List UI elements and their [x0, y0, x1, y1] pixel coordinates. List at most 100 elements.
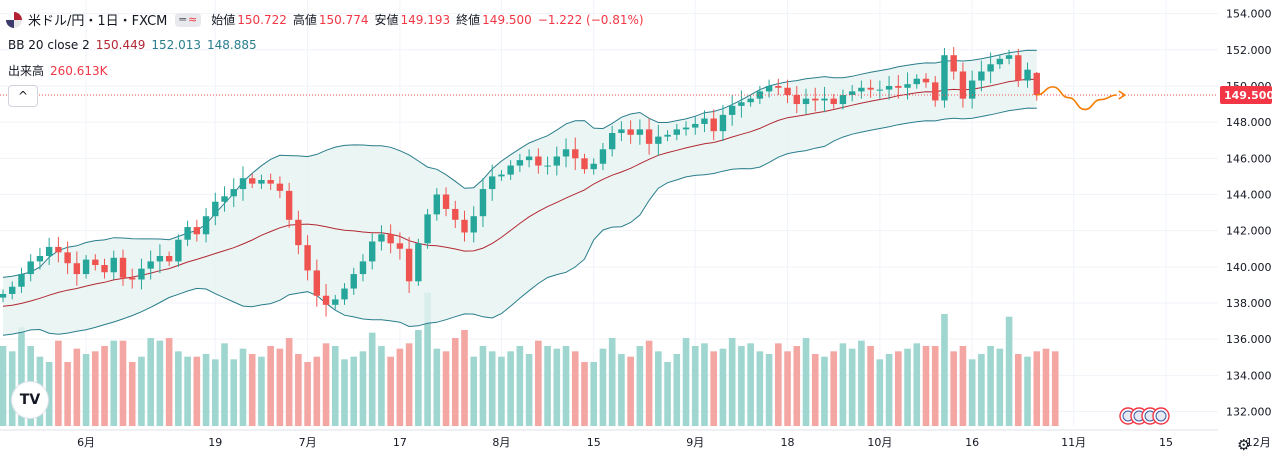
candle-body [590, 163, 597, 170]
candle-body [304, 245, 311, 271]
volume-bar [387, 356, 394, 426]
volume-row[interactable]: 出来高 260.613K [8, 62, 108, 79]
volume-bar [571, 351, 579, 426]
volume-bar [765, 354, 773, 426]
candle [507, 160, 514, 181]
tradingview-logo[interactable]: TV [12, 382, 48, 418]
close-label: 終値 [456, 13, 481, 27]
volume-bar [396, 348, 404, 426]
candle [138, 258, 145, 290]
bb-lower-line [2, 107, 1037, 336]
candle-body [701, 118, 708, 124]
candle-body [636, 129, 644, 135]
candle-body [350, 274, 357, 289]
candle [784, 79, 791, 104]
candle [673, 123, 680, 141]
collapse-legend-button[interactable]: ^ [8, 85, 38, 107]
candle-body [525, 156, 533, 161]
candle [396, 232, 404, 260]
volume-bar [922, 346, 930, 426]
x-tick-label: 11月 [1061, 436, 1086, 449]
price-axis[interactable]: 154.000152.000150.000148.000146.000144.0… [1218, 0, 1274, 454]
candle-body [369, 241, 376, 262]
x-tick-label: 6月 [77, 436, 95, 449]
x-tick-label: 17 [393, 436, 407, 449]
volume-bar [553, 348, 561, 426]
volume-bar [525, 354, 533, 426]
candle-body [747, 98, 754, 103]
candle-body [848, 91, 856, 96]
volume-bar [8, 351, 16, 426]
candle [941, 47, 948, 108]
volume-bar [719, 348, 727, 426]
volume-bar [802, 338, 810, 426]
y-tick-label: 134.000 [1226, 369, 1272, 382]
gear-icon[interactable]: ⚙ [1237, 436, 1251, 454]
candle-body [627, 129, 634, 135]
candle [913, 74, 920, 89]
candle-body [830, 98, 837, 105]
volume-bar [415, 330, 422, 426]
volume-bar [895, 351, 902, 426]
candle [950, 47, 957, 80]
candle [793, 85, 800, 114]
candle [332, 294, 339, 310]
candle-body [267, 180, 274, 184]
candle-body [239, 178, 247, 190]
volume-bar [479, 346, 487, 426]
candle [184, 220, 191, 247]
indicator-toggle[interactable]: ═ ≈ [175, 12, 202, 27]
candle [812, 87, 819, 112]
volume-bar [82, 354, 90, 426]
candle-body [202, 216, 210, 235]
candle [932, 76, 939, 107]
volume-bar [165, 338, 173, 426]
volume-bar [378, 346, 385, 426]
candle [821, 86, 828, 113]
candle-body [322, 295, 330, 305]
candle [193, 219, 201, 242]
candle [978, 60, 985, 92]
volume-bar [830, 351, 837, 426]
bb-upper-value: 152.013 [151, 38, 201, 52]
candle-body [1033, 72, 1040, 96]
candle-body [442, 194, 450, 209]
last-price-label: 149.500 [1224, 89, 1274, 102]
open-label: 始値 [211, 13, 236, 27]
candle [728, 95, 736, 126]
candle-body [784, 87, 791, 96]
y-tick-label: 154.000 [1226, 8, 1272, 21]
candle-body [424, 214, 431, 244]
time-axis[interactable]: 6月 19 7月 17 8月 15 9月 18 10月 16 11月 15 12月 [0, 429, 1271, 449]
candle [295, 210, 302, 255]
candle [267, 173, 274, 190]
candle [479, 178, 487, 228]
candle-body [212, 201, 219, 217]
volume-bar [876, 359, 884, 426]
y-tick-label: 136.000 [1226, 333, 1272, 346]
volume-bar [664, 362, 671, 426]
volume-bar [405, 343, 413, 426]
volume-bar [193, 356, 201, 426]
candle [350, 267, 357, 295]
candle-body [92, 259, 99, 266]
candle-body [553, 156, 560, 166]
candle-body [1005, 55, 1013, 59]
candle-body [922, 78, 930, 83]
event-badges[interactable] [1119, 407, 1170, 425]
volume-bar [627, 356, 634, 426]
candle-body [535, 156, 542, 166]
bb-row[interactable]: BB 20 close 2 150.449 152.013 148.885 [8, 38, 257, 52]
x-tick-label: 12月 [1246, 436, 1271, 449]
candle-body [608, 132, 616, 150]
symbol-title[interactable]: 米ドル/円・1日・FXCM [28, 14, 168, 29]
volume-bar [55, 340, 62, 426]
lines-icon: ═ [179, 13, 187, 26]
x-tick-label: 15 [587, 436, 601, 449]
candle-body [18, 274, 25, 287]
volume-bar [710, 351, 718, 426]
volume-bar [867, 346, 874, 426]
volume-bar [544, 346, 551, 426]
volume-bar [433, 348, 441, 426]
